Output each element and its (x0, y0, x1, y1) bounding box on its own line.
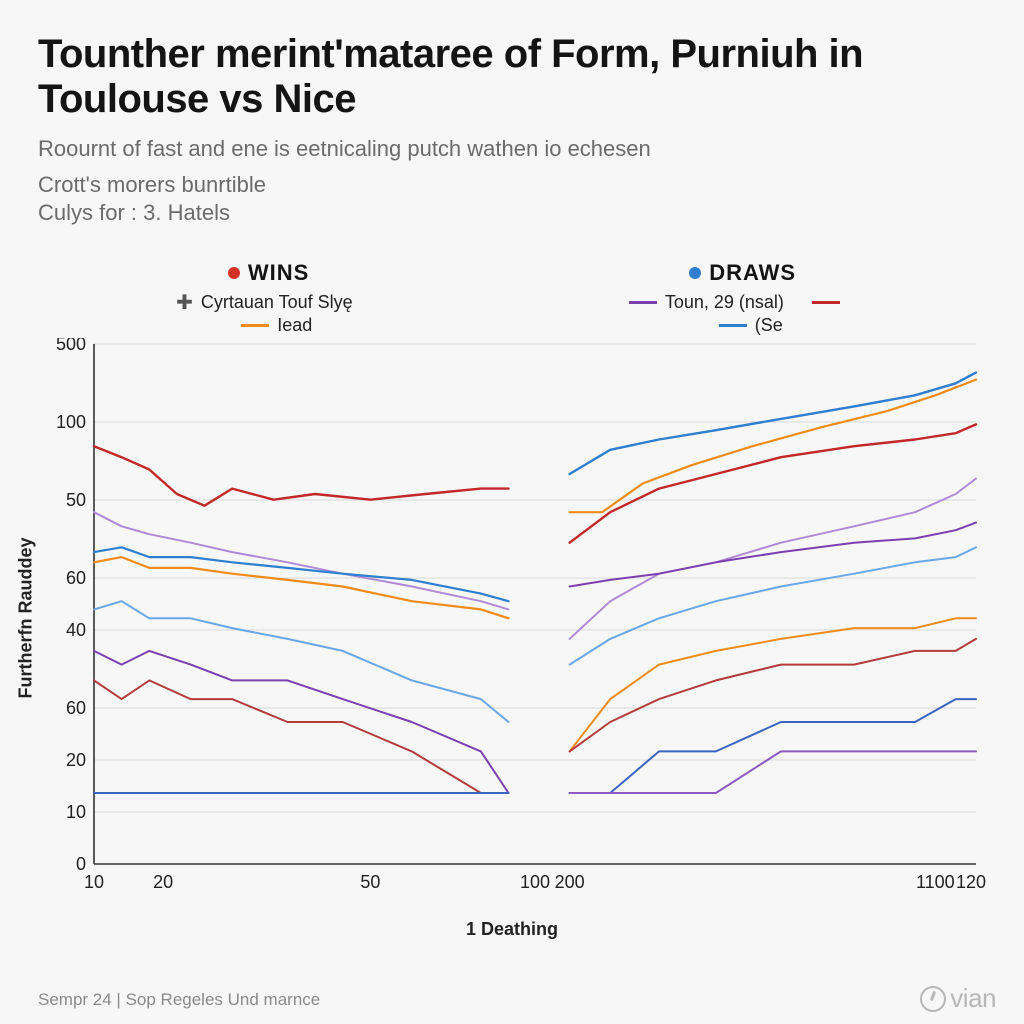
x-tick-label: 20 (153, 872, 173, 892)
legend-label: Toun, 29 (nsal) (665, 292, 784, 313)
legend-item: Toun, 29 (nsal) (629, 292, 784, 313)
draws-dot-icon (689, 267, 701, 279)
brand-logo: vian (920, 983, 996, 1014)
legend-label: (Se (755, 315, 783, 336)
legend-row-1: ✚ Cyrtauan Touf Slyę Toun, 29 (nsal) (38, 292, 986, 313)
y-axis-label: Furtherfn Rauddey (16, 537, 37, 698)
x-axis-label: 1 Deathing (466, 919, 558, 940)
series-line (570, 547, 976, 664)
plot: Furtherfn Rauddey 0102060406050100500102… (38, 338, 986, 898)
panel-head-wins: WINS (228, 260, 309, 286)
chart-title: Tounther merint'mataree of Form, Purniuh… (38, 32, 986, 122)
y-tick-label: 40 (66, 620, 86, 640)
chart-subtitle: Roournt of fast and ene is eetnicaling p… (38, 136, 986, 162)
line-swatch-icon (719, 324, 747, 327)
legend-item: ✚ Cyrtauan Touf Slyę (176, 292, 353, 313)
series-line (570, 523, 976, 587)
x-tick-label: 10 (84, 872, 104, 892)
y-tick-label: 10 (66, 802, 86, 822)
series-line (570, 751, 976, 793)
legend-label: Iead (277, 315, 312, 336)
y-tick-label: 20 (66, 750, 86, 770)
y-tick-label: 60 (66, 568, 86, 588)
draws-label: DRAWS (709, 260, 796, 286)
legend-item: Iead (241, 315, 312, 336)
y-tick-label: 50 (66, 490, 86, 510)
y-tick-label: 500 (56, 338, 86, 354)
panel-headers: WINS DRAWS (38, 260, 986, 286)
line-swatch-icon (241, 324, 269, 327)
meta-line-1: Crott's morers bunrtible (38, 172, 986, 198)
legend-item: (Se (719, 315, 783, 336)
wins-dot-icon (228, 267, 240, 279)
panel-head-draws: DRAWS (689, 260, 796, 286)
x-tick-label: 50 (360, 872, 380, 892)
brand-circle-icon (920, 986, 946, 1012)
title-line2: Toulouse vs Nice (38, 77, 356, 121)
legend-label: Cyrtauan Touf Slyę (201, 292, 353, 313)
x-tick-label: 200 (555, 872, 585, 892)
wins-label: WINS (248, 260, 309, 286)
y-tick-label: 100 (56, 412, 86, 432)
legend-item (812, 301, 848, 304)
chart-area: WINS DRAWS ✚ Cyrtauan Touf Slyę Toun, 29 … (38, 260, 986, 964)
series-line (570, 424, 976, 542)
legend-right-2: (Se (719, 315, 783, 336)
brand-text: vian (950, 983, 996, 1014)
x-tick-label: 1100 (916, 872, 955, 892)
y-tick-label: 0 (76, 854, 86, 874)
footer-text: Sempr 24 | Sop Regeles Und marnce (38, 990, 320, 1010)
line-swatch-icon (812, 301, 840, 304)
series-line (94, 601, 509, 722)
plus-marker-icon: ✚ (176, 293, 193, 313)
legend-row-2: Iead (Se (38, 315, 986, 336)
series-line (94, 512, 509, 609)
x-tick-label: 100 (520, 872, 550, 892)
legend-right: Toun, 29 (nsal) (629, 292, 848, 313)
meta-line-2: Culys for : 3. Hatels (38, 200, 986, 226)
series-line (570, 618, 976, 751)
series-line (570, 639, 976, 752)
series-line (94, 446, 509, 506)
y-tick-label: 60 (66, 698, 86, 718)
line-swatch-icon (629, 301, 657, 304)
plot-svg: 010206040605010050010205010020011001200 (38, 338, 986, 898)
title-line1: Tounther merint'mataree of Form, Purniuh… (38, 32, 863, 76)
legend-left-2: Iead (241, 315, 312, 336)
legend-left: ✚ Cyrtauan Touf Slyę (176, 292, 353, 313)
x-tick-label: 1200 (956, 872, 986, 892)
